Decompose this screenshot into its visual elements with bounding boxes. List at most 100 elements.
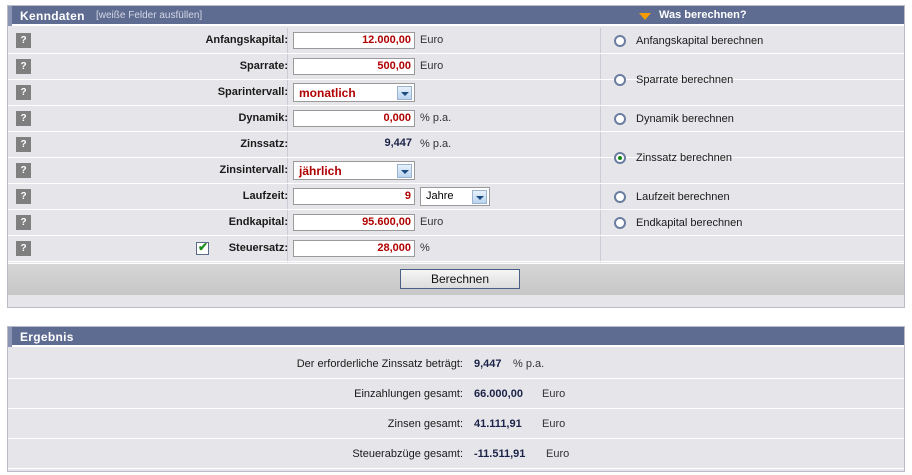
option-endkapital-berechnen[interactable]: Endkapital berechnen (601, 210, 904, 236)
header-accent-bar (8, 6, 12, 26)
form-row-laufzeit: ? Laufzeit: 9 Jahre (8, 184, 904, 210)
select-sparintervall-value: monatlich (299, 86, 356, 100)
help-icon[interactable]: ? (16, 215, 31, 230)
unit-dynamik: % p.a. (420, 112, 452, 124)
label-steuersatz: Steuersatz: (228, 242, 288, 254)
column-divider-right (600, 28, 601, 274)
value-zinssatz: 9,447 (384, 137, 412, 149)
help-icon[interactable]: ? (16, 137, 31, 152)
unit-steuersatz: % (420, 242, 430, 254)
result-unit: % p.a. (513, 358, 545, 370)
checkbox-steuersatz[interactable] (196, 240, 209, 255)
radio-anfangskapital[interactable] (614, 35, 626, 47)
help-icon[interactable]: ? (16, 163, 31, 178)
unit-zinssatz: % p.a. (420, 138, 452, 150)
input-steuersatz[interactable]: 28,000 (293, 240, 415, 257)
triangle-down-icon (639, 13, 651, 20)
result-value: 66.000,00 (474, 388, 523, 400)
unit-sparrate: Euro (420, 60, 444, 72)
option-zinssatz-berechnen[interactable]: Zinssatz berechnen (601, 132, 904, 184)
radio-sparrate[interactable] (614, 74, 626, 86)
input-anfangskapital[interactable]: 12.000,00 (293, 32, 415, 49)
result-unit: Euro (542, 388, 566, 400)
column-divider-left (287, 28, 288, 274)
ergebnis-panel: Ergebnis Der erforderliche Zinssatz betr… (7, 326, 905, 472)
chevron-down-icon[interactable] (397, 86, 412, 100)
option-anfangskapital-berechnen[interactable]: Anfangskapital berechnen (601, 28, 904, 54)
select-laufzeit-unit[interactable]: Jahre (420, 187, 490, 206)
select-zinsintervall-value: jährlich (299, 164, 342, 178)
option-sparrate-berechnen[interactable]: Sparrate berechnen (601, 54, 904, 106)
option-laufzeit-berechnen[interactable]: Laufzeit berechnen (601, 184, 904, 210)
option-label: Anfangskapital berechnen (636, 35, 764, 47)
kenndaten-panel: Kenndaten [weiße Felder ausfüllen] Was b… (7, 5, 905, 308)
result-unit: Euro (542, 418, 566, 430)
label-zinsintervall: Zinsintervall: (219, 164, 288, 176)
input-laufzeit[interactable]: 9 (293, 188, 415, 205)
form-row-anfangskapital: ? Anfangskapital: 12.000,00 Euro (8, 28, 904, 54)
label-sparrate: Sparrate: (239, 60, 288, 72)
was-berechnen-title: Was berechnen? (659, 9, 747, 21)
option-label: Laufzeit berechnen (636, 191, 730, 203)
result-row: Einzahlungen gesamt: 66.000,00 Euro (8, 379, 904, 409)
was-berechnen-options: Anfangskapital berechnen Sparrate berech… (601, 28, 904, 307)
result-unit: Euro (546, 448, 570, 460)
option-label: Sparrate berechnen (636, 74, 734, 86)
help-icon[interactable]: ? (16, 59, 31, 74)
form-row-steuersatz: ? Steuersatz: 28,000 % (8, 236, 904, 262)
select-zinsintervall[interactable]: jährlich (293, 161, 415, 180)
berechnen-button[interactable]: Berechnen (400, 269, 520, 289)
page-title: Kenndaten (20, 9, 85, 23)
option-label: Zinssatz berechnen (636, 152, 732, 164)
form-row-sparrate: ? Sparrate: 500,00 Euro (8, 54, 904, 80)
input-sparrate[interactable]: 500,00 (293, 58, 415, 75)
result-row: Der erforderliche Zinssatz beträgt: 9,44… (8, 349, 904, 379)
ergebnis-title: Ergebnis (20, 330, 74, 344)
help-icon[interactable]: ? (16, 85, 31, 100)
label-endkapital: Endkapital: (228, 216, 288, 228)
result-value: 9,447 (474, 358, 502, 370)
unit-endkapital: Euro (420, 216, 444, 228)
form-row-zinsintervall: ? Zinsintervall: jährlich (8, 158, 904, 184)
result-label: Steuerabzüge gesamt: (352, 448, 463, 460)
chevron-down-icon[interactable] (472, 190, 487, 204)
option-label: Endkapital berechnen (636, 217, 743, 229)
chevron-down-icon[interactable] (397, 164, 412, 178)
kenndaten-header: Kenndaten [weiße Felder ausfüllen] Was b… (8, 6, 904, 26)
kenndaten-subtitle: [weiße Felder ausfüllen] (96, 10, 203, 21)
help-icon[interactable]: ? (16, 241, 31, 256)
kenndaten-form: ? Anfangskapital: 12.000,00 Euro ? Sparr… (8, 28, 904, 307)
option-dynamik-berechnen[interactable]: Dynamik berechnen (601, 106, 904, 132)
help-icon[interactable]: ? (16, 189, 31, 204)
result-row: Zinsen gesamt: 41.111,91 Euro (8, 409, 904, 439)
label-zinssatz: Zinssatz: (240, 138, 288, 150)
select-laufzeit-unit-value: Jahre (426, 190, 454, 202)
label-dynamik: Dynamik: (238, 112, 288, 124)
action-bar: Berechnen (8, 263, 904, 295)
result-row: Steuerabzüge gesamt: -11.511,91 Euro (8, 439, 904, 469)
result-label: Der erforderliche Zinssatz beträgt: (296, 358, 463, 370)
input-endkapital[interactable]: 95.600,00 (293, 214, 415, 231)
radio-endkapital[interactable] (614, 217, 626, 229)
form-row-sparintervall: ? Sparintervall: monatlich (8, 80, 904, 106)
result-label: Einzahlungen gesamt: (354, 388, 463, 400)
label-laufzeit: Laufzeit: (242, 190, 288, 202)
unit-anfangskapital: Euro (420, 34, 444, 46)
radio-dynamik[interactable] (614, 113, 626, 125)
label-sparintervall: Sparintervall: (217, 86, 288, 98)
result-value: -11.511,91 (474, 448, 526, 460)
input-dynamik[interactable]: 0,000 (293, 110, 415, 127)
radio-laufzeit[interactable] (614, 191, 626, 203)
radio-zinssatz[interactable] (614, 152, 626, 164)
form-row-endkapital: ? Endkapital: 95.600,00 Euro (8, 210, 904, 236)
result-value: 41.111,91 (474, 418, 522, 430)
help-icon[interactable]: ? (16, 33, 31, 48)
ergebnis-body: Der erforderliche Zinssatz beträgt: 9,44… (8, 349, 904, 471)
label-anfangskapital: Anfangskapital: (205, 34, 288, 46)
help-icon[interactable]: ? (16, 111, 31, 126)
form-row-zinssatz: ? Zinssatz: 9,447 % p.a. (8, 132, 904, 158)
header-accent-bar (8, 327, 12, 347)
select-sparintervall[interactable]: monatlich (293, 83, 415, 102)
option-spacer (601, 236, 904, 262)
was-berechnen-header: Was berechnen? (601, 6, 904, 26)
